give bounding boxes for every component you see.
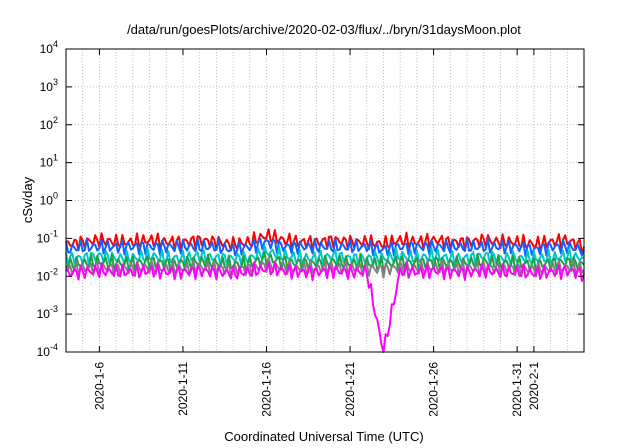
- x-tick-label: 2020-1-16: [260, 362, 274, 417]
- x-axis-label: Coordinated Universal Time (UTC): [224, 429, 423, 444]
- series-line: [65, 237, 585, 258]
- series-line: [65, 228, 585, 255]
- series-layer: [65, 228, 585, 353]
- x-tick-label: 2020-1-21: [343, 362, 357, 417]
- y-tick-label: 10-4: [37, 342, 58, 359]
- x-tick-label: 2020-1-31: [510, 362, 524, 417]
- x-axis: 2020-1-6 2020-1-11 2020-1-16 2020-1-21 2020-…: [92, 49, 541, 417]
- series-line: [65, 261, 585, 353]
- chart-title: /data/run/goesPlots/archive/2020-02-03/f…: [127, 22, 521, 37]
- x-tick-label: 2020-2-1: [527, 362, 541, 410]
- series-line: [65, 257, 585, 279]
- y-axis-label: cSv/day: [20, 176, 35, 223]
- y-tick-label: 10-3: [37, 304, 58, 321]
- y-tick-label: 10-2: [37, 266, 58, 283]
- y-tick-label: 102: [40, 115, 58, 132]
- grid: [66, 49, 584, 352]
- series-line: [65, 250, 585, 274]
- y-tick-label: 103: [40, 77, 58, 94]
- x-tick-label: 2020-1-11: [176, 362, 190, 416]
- y-tick-label: 101: [40, 153, 58, 170]
- y-tick-label: 100: [40, 191, 58, 208]
- x-tick-label: 2020-1-6: [92, 362, 106, 410]
- x-tick-label: 2020-1-26: [427, 362, 441, 417]
- y-tick-label: 10-1: [37, 228, 58, 245]
- y-tick-label: 104: [40, 39, 58, 56]
